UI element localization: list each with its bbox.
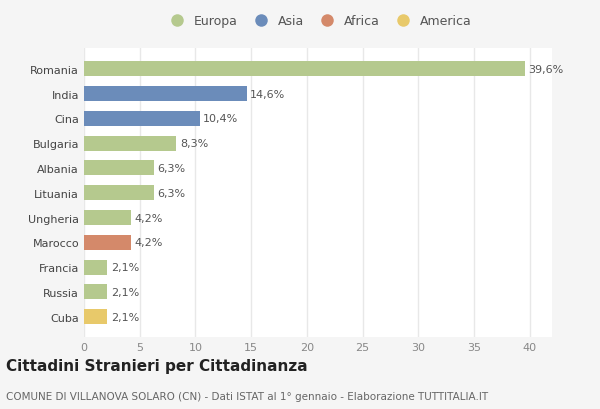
Text: COMUNE DI VILLANOVA SOLARO (CN) - Dati ISTAT al 1° gennaio - Elaborazione TUTTIT: COMUNE DI VILLANOVA SOLARO (CN) - Dati I… bbox=[6, 391, 488, 401]
Text: 6,3%: 6,3% bbox=[158, 188, 185, 198]
Text: Cittadini Stranieri per Cittadinanza: Cittadini Stranieri per Cittadinanza bbox=[6, 358, 308, 373]
Text: 8,3%: 8,3% bbox=[180, 139, 208, 149]
Text: 39,6%: 39,6% bbox=[529, 65, 564, 74]
Text: 14,6%: 14,6% bbox=[250, 89, 285, 99]
Text: 4,2%: 4,2% bbox=[134, 238, 163, 248]
Text: 2,1%: 2,1% bbox=[111, 312, 139, 322]
Text: 2,1%: 2,1% bbox=[111, 287, 139, 297]
Legend: Europa, Asia, Africa, America: Europa, Asia, Africa, America bbox=[164, 15, 472, 28]
Bar bbox=[84, 112, 200, 126]
Bar bbox=[84, 62, 525, 77]
Bar bbox=[84, 87, 247, 102]
Bar bbox=[84, 235, 131, 250]
Bar bbox=[84, 310, 107, 324]
Text: 4,2%: 4,2% bbox=[134, 213, 163, 223]
Text: 6,3%: 6,3% bbox=[158, 164, 185, 173]
Bar bbox=[84, 186, 154, 201]
Text: 10,4%: 10,4% bbox=[203, 114, 238, 124]
Bar bbox=[84, 285, 107, 299]
Bar bbox=[84, 211, 131, 225]
Bar bbox=[84, 260, 107, 275]
Text: 2,1%: 2,1% bbox=[111, 263, 139, 272]
Bar bbox=[84, 161, 154, 176]
Bar bbox=[84, 136, 176, 151]
